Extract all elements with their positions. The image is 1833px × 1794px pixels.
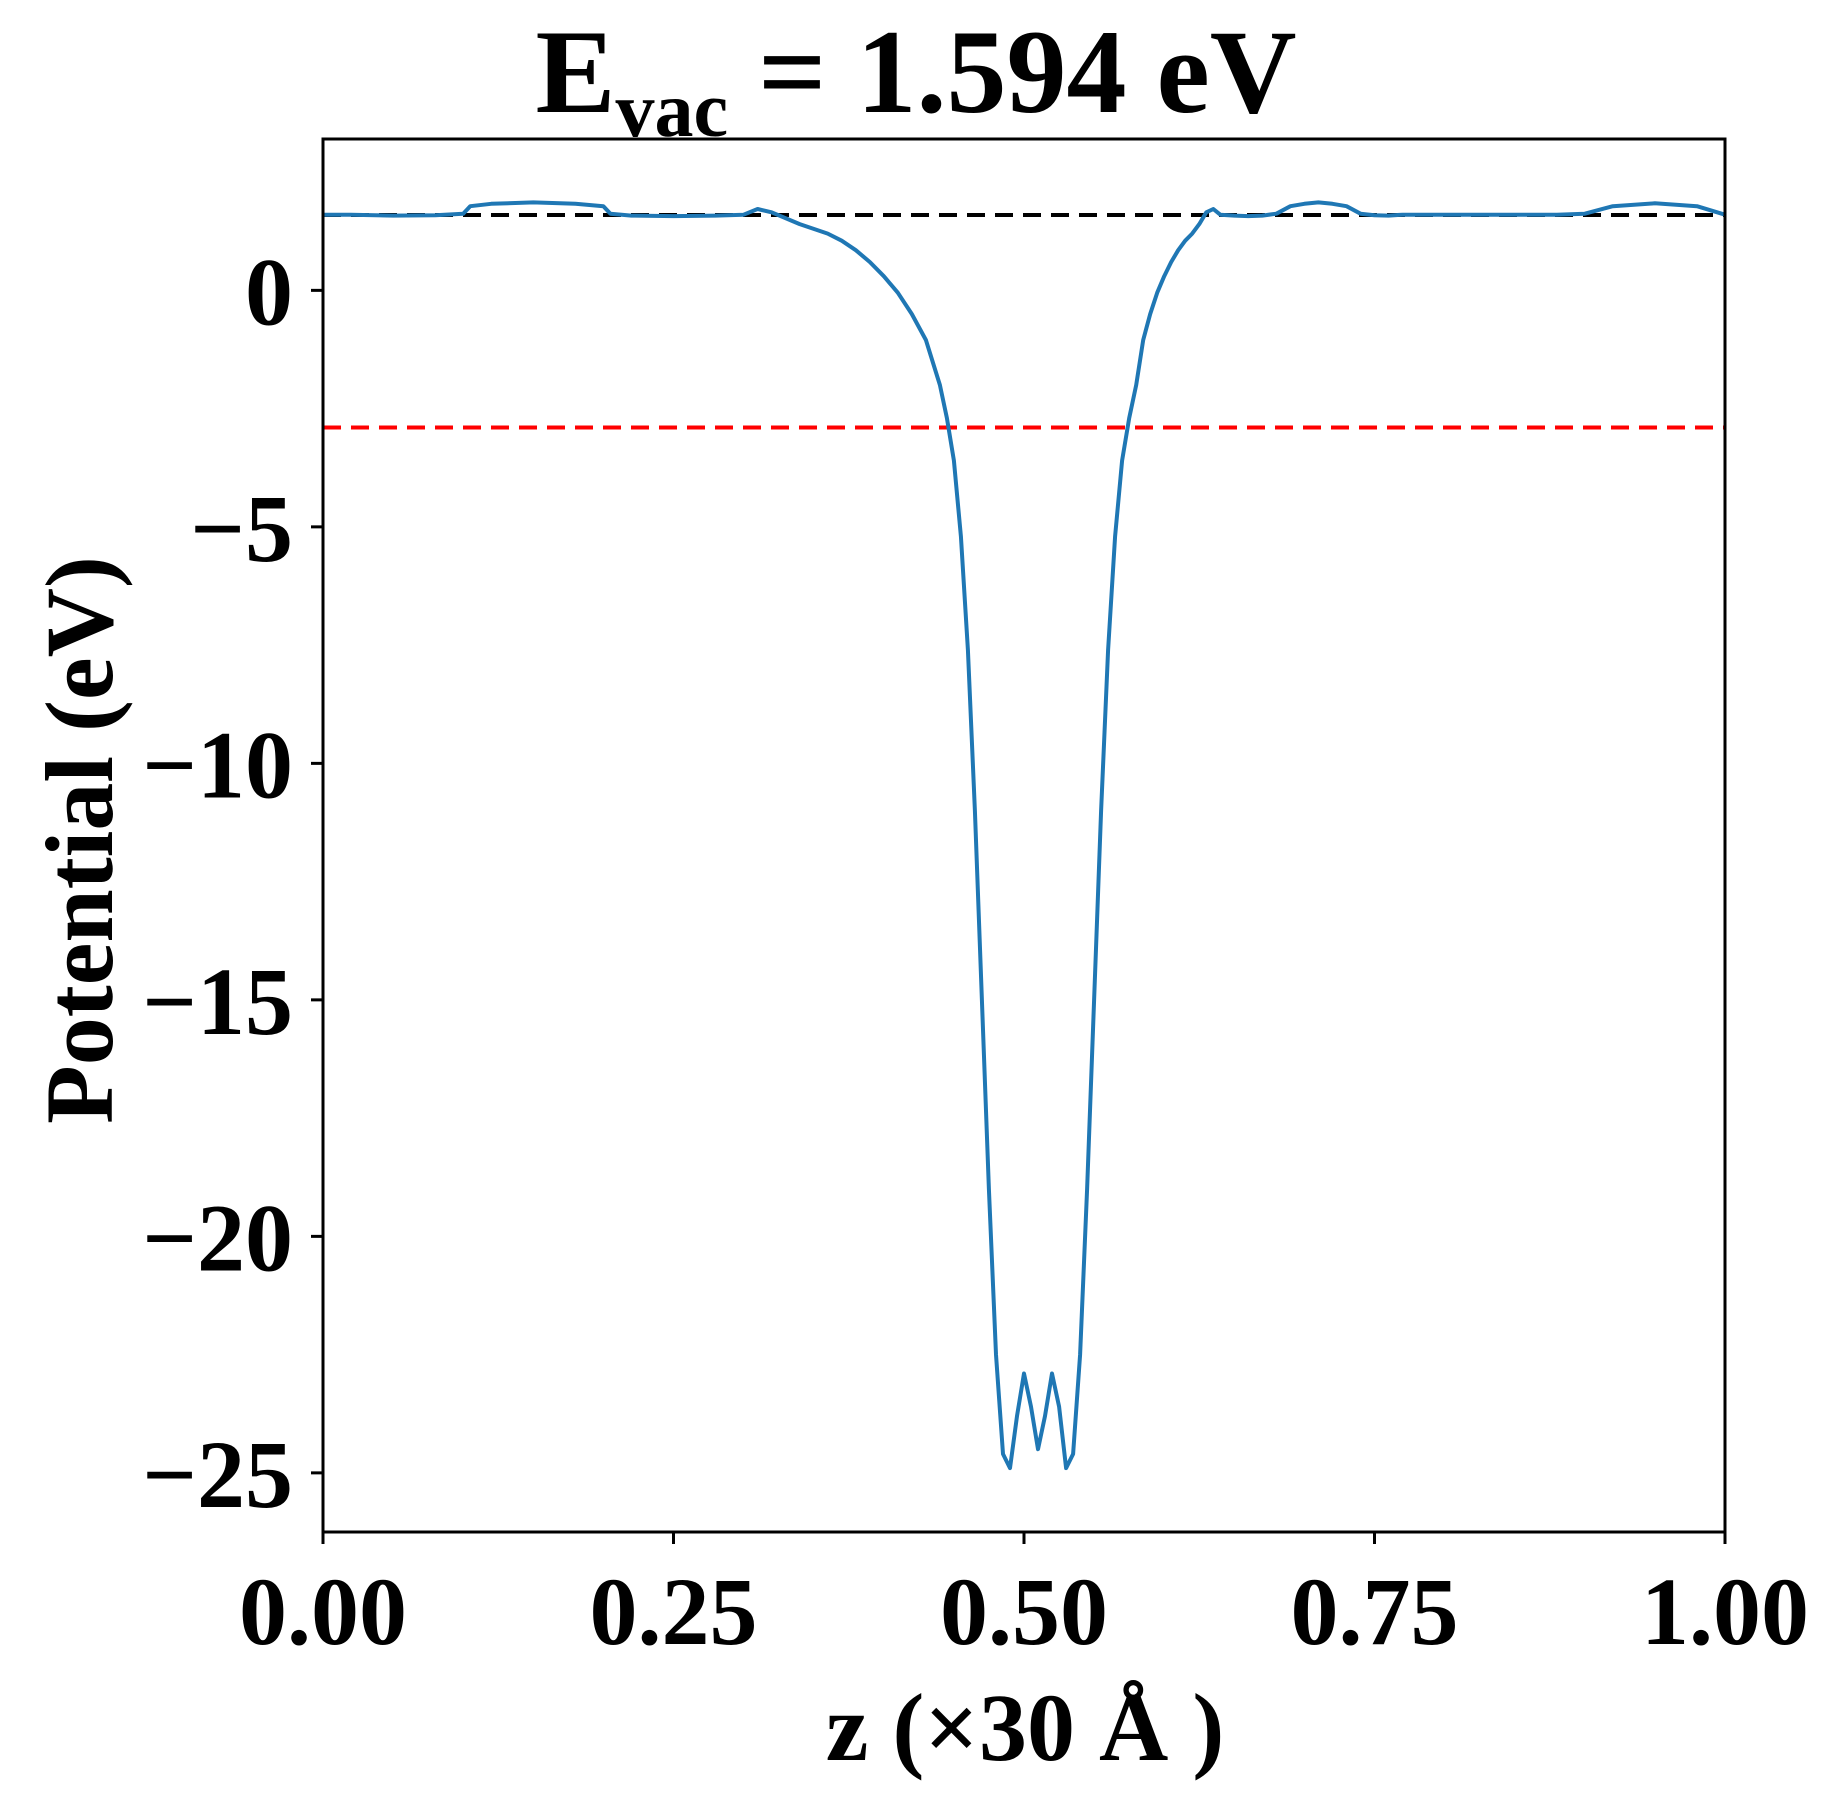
- x-tick-label: 0.50: [940, 1558, 1108, 1665]
- y-tick-label: −15: [142, 948, 293, 1055]
- reference-lines: [323, 212, 1725, 430]
- chart-title: Evac = 1.594 eV: [536, 5, 1297, 153]
- y-tick-label: −5: [190, 475, 293, 582]
- x-axis-label: z (×30 Å ): [826, 1674, 1225, 1781]
- axes-frame: [321, 137, 1727, 1534]
- y-tick-label: −20: [142, 1184, 293, 1291]
- y-tick-label: −10: [142, 711, 293, 818]
- y-tick-label: 0: [245, 238, 293, 345]
- y-tick-label: −25: [142, 1421, 293, 1528]
- series-group: [323, 200, 1726, 1471]
- x-tick-label: 0.00: [239, 1558, 407, 1665]
- x-tick-label: 1.00: [1641, 1558, 1809, 1665]
- title-main: E: [536, 5, 616, 138]
- x-tick-label: 0.25: [590, 1558, 758, 1665]
- x-axis-ticks: 0.00 0.25 0.50 0.75 1.00: [239, 1532, 1809, 1665]
- title-rest: = 1.594 eV: [728, 5, 1296, 138]
- series-line-0: [323, 200, 1726, 1471]
- y-axis-label: Potential (eV): [26, 556, 133, 1124]
- y-axis-ticks: 0 −5 −10 −15 −20 −25: [142, 238, 323, 1528]
- x-tick-label: 0.75: [1291, 1558, 1459, 1665]
